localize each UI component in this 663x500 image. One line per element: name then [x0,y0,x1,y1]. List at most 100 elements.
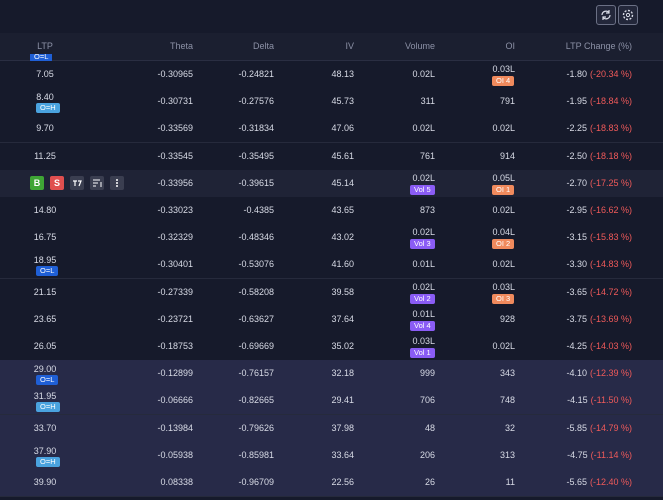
partial-row: O=L [30,54,62,62]
change-value: -2.50 [566,150,587,161]
top-bar [0,0,663,30]
ltp: 23.65 [33,313,57,324]
delta: -0.39615 [238,177,274,188]
volume: 0.02L [412,69,435,79]
settings-button[interactable] [618,5,638,25]
option-row[interactable]: 23.65 -0.23721 -0.63627 37.64 0.01L Vol 4 928-… [0,305,663,334]
refresh-button[interactable] [596,5,616,25]
option-row[interactable]: 8.40 O=H -0.30731 -0.27576 45.73 311 791 -1.95(… [0,88,663,117]
ltp: 14.80 [33,205,57,215]
ltp: 37.90 [33,445,57,456]
iv: 35.02 [331,341,354,351]
sort-button[interactable] [90,175,104,190]
volume: 0.02L [412,172,435,183]
option-row[interactable]: 14.80 -0.33023 -0.4385 43.65 873 0.02L -2.95 (-… [0,197,663,225]
option-row[interactable]: 29.00 O=L -0.12899 -0.76157 32.18 999 343 -4.10… [0,360,663,389]
ltp: 33.70 [33,422,57,433]
ltp-change: -4.10 (-12.39 %) [482,360,632,387]
delta: -0.48346 [238,232,274,243]
ltp-change: -5.65 (-12.40 %) [482,469,632,496]
change-value: -3.75 [566,313,587,324]
ltp: 39.90 [33,477,57,487]
option-row[interactable]: 9.70 -0.33569 -0.31834 47.06 0.02L 0.02L -2.25… [0,115,663,144]
oi: 748 [499,395,515,406]
iv: 43.65 [331,205,354,215]
volume: 0.01L [412,308,435,319]
theta: -0.18753 [157,341,193,351]
ltp-badge: O=L [30,54,53,62]
delta: -0.76157 [238,368,274,379]
theta: -0.12899 [157,368,193,379]
option-row[interactable]: 26.05 -0.18753 -0.69669 35.02 0.03L Vol 1 0.02… [0,333,663,361]
volume: 0.02L [412,123,435,134]
ltp-change: -5.85 (-14.79 %) [482,415,632,442]
more-button[interactable] [110,175,124,190]
theta: -0.06666 [157,395,193,406]
iv: 45.61 [331,150,354,161]
volume-badge: Vol 2 [410,293,435,304]
chart-button[interactable] [70,175,84,190]
ltp-change: -1.95 (-18.84 %) [482,88,632,115]
option-row[interactable]: 21.15 -0.27339 -0.58208 39.58 0.02L Vol 2 0.03… [0,278,663,307]
delta: -0.82665 [238,395,274,406]
delta: -0.58208 [238,286,274,297]
change-value: -3.30 [566,259,587,270]
oi: 0.02L [492,259,515,270]
ltp: 8.40 [36,92,54,103]
delta: -0.79626 [238,422,274,433]
ltp-change: -4.25 (-14.03 %) [482,333,632,360]
column-header: LTP [37,41,53,51]
buy-button[interactable]: B [30,175,44,190]
change-value: -3.15 [566,232,587,243]
change-value: -1.80 [566,69,587,79]
iv: 33.64 [331,449,354,460]
volume: 0.01L [412,259,435,270]
oi: 0.02L [492,341,515,351]
column-header: IV [345,41,354,51]
refresh-icon [601,10,611,20]
volume-badge: Vol 1 [410,348,435,358]
volume: 873 [419,205,435,215]
iv: 41.60 [331,259,354,270]
oi-badge: OI 1 [492,184,515,195]
option-row[interactable]: 16.75 -0.32329 -0.48346 43.02 0.02L Vol 3 0.04… [0,224,663,253]
sell-button[interactable]: S [50,175,64,190]
oi: 914 [499,150,515,161]
ltp-badge: O=L [36,375,59,386]
volume: 48 [424,422,435,433]
iv: 39.58 [331,286,354,297]
chart-icon [73,180,82,187]
theta: -0.05938 [157,449,193,460]
option-row[interactable]: 39.90 0.08338 -0.96709 22.56 26 11 -5.65 (-12.4… [0,469,663,497]
volume: 0.02L [412,281,435,292]
option-row[interactable]: 7.05 -0.30965 -0.24821 48.13 0.02L 0.03L OI 4-… [0,61,663,89]
oi: 0.05L [492,172,515,183]
change-percent: (-14.79 %) [589,422,632,433]
option-row[interactable]: 18.95 O=L -0.30401 -0.53076 41.60 0.01L 0.02L -… [0,251,663,280]
ltp-badge: O=H [36,456,60,467]
change-value: -5.85 [566,422,587,433]
oi: 791 [499,96,515,107]
option-row[interactable]: 11.25 -0.33545 -0.35495 45.61 761 914 -2.50 (-1… [0,142,663,171]
volume: 0.03L [412,336,435,346]
delta: -0.24821 [238,69,274,79]
oi-badge: OI 3 [492,293,515,304]
ltp-change: -3.65 (-14.72 %) [482,279,632,306]
option-row[interactable]: 37.90 O=H -0.05938 -0.85981 33.64 206 313 -4.75… [0,441,663,470]
delta: -0.63627 [238,313,274,324]
change-percent: (-15.83 %) [589,232,632,243]
option-row[interactable]: 31.95 O=H -0.06666 -0.82665 29.41 706 748 -4.15… [0,387,663,416]
volume: 206 [419,449,435,460]
volume: 761 [419,150,435,161]
ltp-badge: O=H [36,103,60,114]
option-row[interactable]: 33.70 -0.13984 -0.79626 37.98 48 32 -5.85 (-14.… [0,414,663,443]
ltp-change: -3.30 (-14.83 %) [482,251,632,278]
change-percent: (-13.69 %) [589,313,632,324]
theta: -0.30965 [157,69,193,79]
iv: 32.18 [331,368,354,379]
column-header: LTP Change (%) [565,41,632,51]
oi: 0.03L [492,281,515,292]
ltp-change: -1.80 (-20.34 %) [482,61,632,88]
volume: 999 [419,368,435,379]
